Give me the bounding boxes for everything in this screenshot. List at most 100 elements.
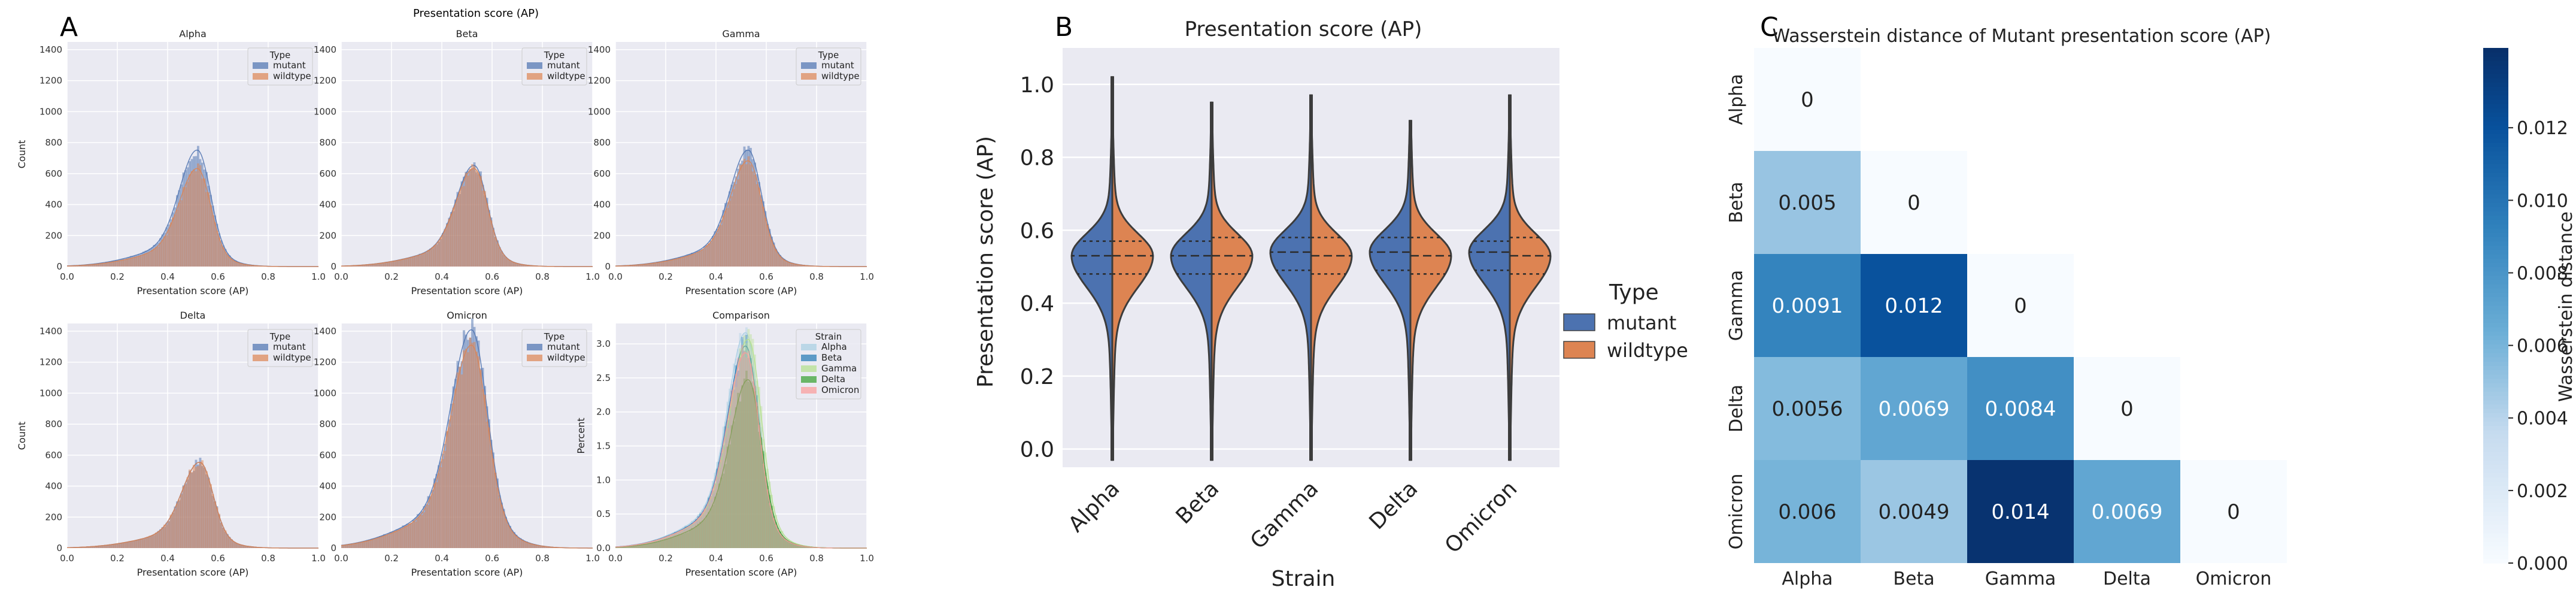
x-tick-label: 0.8 (261, 271, 275, 282)
colorbar-segment (2483, 271, 2508, 276)
histogram-bar-wildtype (138, 256, 141, 267)
histogram-bar-wildtype (446, 431, 448, 548)
histogram-bar-wildtype (210, 484, 212, 548)
histogram-bar-omicron (660, 539, 662, 548)
x-tick-label: 1.0 (311, 271, 326, 282)
histogram-bar-wildtype (735, 184, 738, 267)
histogram-bar-wildtype (762, 207, 764, 267)
histogram-bar-wildtype (406, 526, 409, 548)
histogram-bar-wildtype (402, 528, 405, 548)
x-tick-label: 1.0 (860, 271, 874, 282)
colorbar-segment (2483, 559, 2508, 564)
legend-label-mutant: mutant (273, 60, 306, 71)
histogram-bar-wildtype (130, 541, 132, 548)
histogram-bar-wildtype (180, 495, 183, 548)
colorbar-segment (2483, 537, 2508, 542)
x-tick-label: 0.4 (435, 553, 449, 564)
histogram-bar-wildtype (681, 258, 683, 267)
colorbar-segment (2483, 516, 2508, 521)
y-tick-label: 200 (45, 230, 62, 241)
histogram-bar-wildtype (676, 259, 679, 267)
histogram-bar-wildtype (662, 262, 664, 267)
histogram-bar-wildtype (193, 465, 195, 548)
heatmap-cell-label: 0.006 (1778, 500, 1836, 524)
y-tick-label: 400 (319, 481, 336, 492)
y-tick-label: 800 (593, 137, 611, 148)
histogram-bar-omicron (647, 543, 650, 548)
histogram-bar-omicron (641, 544, 643, 548)
histogram-bar-omicron (632, 546, 635, 548)
colorbar-segment (2483, 507, 2508, 512)
histogram-bar-wildtype (373, 540, 375, 548)
histogram-bar-wildtype (660, 262, 662, 267)
histogram-bar-wildtype (369, 540, 371, 548)
histogram-bar-wildtype (120, 543, 122, 548)
heatmap-col-label-beta: Beta (1893, 568, 1934, 589)
colorbar-segment (2483, 452, 2508, 456)
x-tick-label: 0.0 (334, 553, 348, 564)
x-tick-label: 0.0 (60, 553, 74, 564)
histogram-bar-wildtype (208, 479, 210, 548)
histogram-bar-omicron (676, 533, 679, 548)
histogram-bar-omicron (653, 541, 656, 548)
colorbar-segment (2483, 327, 2508, 332)
histogram-bar-wildtype (130, 258, 132, 267)
histogram-bar-wildtype (708, 243, 710, 267)
colorbar-segment (2483, 164, 2508, 169)
colorbar-segment (2483, 56, 2508, 61)
histogram-bar-wildtype (103, 264, 105, 267)
histogram-bar-wildtype (204, 467, 206, 548)
histogram-bar-wildtype (199, 462, 202, 548)
colorbar-segment (2483, 99, 2508, 104)
subplot-title: Delta (180, 310, 206, 321)
y-tick-label: 0 (330, 261, 336, 272)
y-tick-label: 1000 (314, 106, 336, 117)
histogram-bar-wildtype (727, 208, 729, 267)
histogram-bar-wildtype (122, 543, 124, 548)
histogram-bar-wildtype (425, 253, 427, 267)
histogram-bar-wildtype (166, 235, 168, 267)
colorbar-segment (2483, 151, 2508, 156)
colorbar-segment (2483, 353, 2508, 358)
colorbar-tick-label: 0.000 (2517, 553, 2568, 574)
histogram-bar-wildtype (419, 255, 421, 267)
colorbar-segment (2483, 134, 2508, 138)
legend-swatch-alpha (801, 344, 817, 350)
histogram-bar-wildtype (390, 534, 392, 548)
histogram-bar-wildtype (400, 259, 402, 267)
legend-swatch-mutant (527, 344, 542, 350)
histogram-bar-wildtype (358, 543, 360, 548)
histogram-bar-omicron (670, 534, 672, 548)
legend-swatch-mutant (253, 62, 268, 69)
legend-label-delta: Delta (821, 374, 845, 385)
histogram-bar-wildtype (411, 524, 413, 548)
x-tick-label: 0.2 (659, 553, 673, 564)
violin-x-tick-label-gamma: Gamma (1246, 476, 1324, 554)
colorbar-segment (2483, 198, 2508, 203)
histogram-bar-wildtype (210, 205, 212, 267)
colorbar-segment (2483, 546, 2508, 550)
histogram-bar-wildtype (475, 171, 478, 267)
histogram-bar-wildtype (515, 536, 518, 548)
y-tick-label: 600 (319, 168, 336, 179)
histogram-bar-wildtype (191, 472, 193, 548)
histogram-bar-wildtype (120, 261, 122, 267)
histogram-bar-wildtype (128, 541, 131, 548)
colorbar-segment (2483, 482, 2508, 486)
histogram-bar-wildtype (360, 543, 363, 548)
colorbar-tick-label: 0.002 (2517, 481, 2568, 502)
histogram-bar-wildtype (463, 186, 465, 267)
violin-legend-wildtype-label: wildtype (1607, 339, 1688, 362)
y-tick-label: 1000 (40, 106, 62, 117)
colorbar-segment (2483, 541, 2508, 546)
colorbar-segment (2483, 335, 2508, 340)
violin-y-axis-label: Presentation score (AP) (973, 136, 998, 388)
histogram-bar-wildtype (151, 536, 153, 548)
histogram-bar-omicron (656, 540, 658, 548)
histogram-bar-omicron (750, 364, 752, 548)
colorbar-segment (2483, 117, 2508, 122)
y-axis-label: Count (16, 422, 28, 450)
histogram-bar-wildtype (433, 245, 436, 267)
histogram-bar-wildtype (214, 501, 216, 548)
